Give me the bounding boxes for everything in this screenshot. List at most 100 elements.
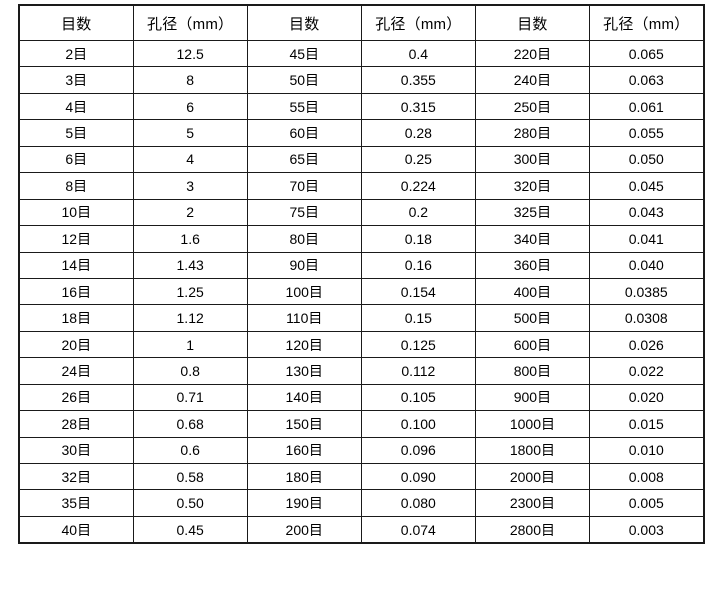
cell-mesh: 100目 (246, 277, 362, 306)
table-row: 26目 0.71 140目 0.105 900目 0.020 (18, 383, 705, 412)
table-row: 2目 12.5 45目 0.4 220目 0.065 (18, 39, 705, 68)
cell-aperture: 3 (132, 172, 248, 200)
cell-aperture: 0.040 (588, 251, 705, 279)
cell-aperture: 0.063 (588, 66, 705, 94)
cell-aperture: 4 (132, 145, 248, 174)
cell-mesh: 200目 (246, 515, 362, 544)
cell-mesh: 35目 (18, 489, 134, 517)
cell-aperture: 0.026 (588, 330, 705, 359)
cell-aperture: 0.065 (588, 39, 705, 68)
table-row: 4目 6 55目 0.315 250目 0.061 (18, 92, 705, 121)
cell-mesh: 70目 (246, 172, 362, 200)
cell-mesh: 340目 (474, 225, 590, 253)
cell-mesh: 360目 (474, 251, 590, 279)
table-row: 20目 1 120目 0.125 600目 0.026 (18, 330, 705, 359)
table-row: 35目 0.50 190目 0.080 2300目 0.005 (18, 489, 705, 517)
cell-aperture: 0.224 (360, 172, 476, 200)
cell-aperture: 0.2 (360, 198, 476, 227)
cell-aperture: 1.6 (132, 225, 248, 253)
cell-mesh: 130目 (246, 357, 362, 385)
cell-mesh: 18目 (18, 304, 134, 332)
cell-mesh: 60目 (246, 119, 362, 147)
table-row: 16目 1.25 100目 0.154 400目 0.0385 (18, 277, 705, 306)
column-header-aperture-2: 孔径（mm） (360, 4, 476, 41)
cell-mesh: 2目 (18, 39, 134, 68)
table-header: 目数 孔径（mm） 目数 孔径（mm） 目数 孔径（mm） (18, 4, 705, 41)
cell-aperture: 0.0308 (588, 304, 705, 332)
table-row: 6目 4 65目 0.25 300目 0.050 (18, 145, 705, 174)
cell-mesh: 240目 (474, 66, 590, 94)
cell-mesh: 2300目 (474, 489, 590, 517)
cell-aperture: 0.008 (588, 462, 705, 491)
cell-mesh: 24目 (18, 357, 134, 385)
cell-mesh: 150目 (246, 410, 362, 438)
cell-aperture: 0.50 (132, 489, 248, 517)
cell-aperture: 0.16 (360, 251, 476, 279)
cell-aperture: 0.105 (360, 383, 476, 412)
cell-aperture: 0.074 (360, 515, 476, 544)
column-header-aperture-1: 孔径（mm） (132, 4, 248, 41)
cell-mesh: 900目 (474, 383, 590, 412)
cell-aperture: 0.4 (360, 39, 476, 68)
cell-aperture: 0.6 (132, 436, 248, 465)
column-header-mesh-1: 目数 (18, 4, 134, 41)
cell-mesh: 110目 (246, 304, 362, 332)
cell-mesh: 26目 (18, 383, 134, 412)
cell-aperture: 0.080 (360, 489, 476, 517)
cell-mesh: 90目 (246, 251, 362, 279)
cell-aperture: 1 (132, 330, 248, 359)
cell-mesh: 600目 (474, 330, 590, 359)
cell-aperture: 8 (132, 66, 248, 94)
cell-aperture: 0.043 (588, 198, 705, 227)
cell-mesh: 32目 (18, 462, 134, 491)
cell-aperture: 0.100 (360, 410, 476, 438)
cell-mesh: 140目 (246, 383, 362, 412)
cell-mesh: 2800目 (474, 515, 590, 544)
cell-mesh: 6目 (18, 145, 134, 174)
table-row: 32目 0.58 180目 0.090 2000目 0.008 (18, 462, 705, 491)
table-row: 30目 0.6 160目 0.096 1800目 0.010 (18, 436, 705, 465)
cell-aperture: 0.8 (132, 357, 248, 385)
table-row: 10目 2 75目 0.2 325目 0.043 (18, 198, 705, 227)
table-row: 18目 1.12 110目 0.15 500目 0.0308 (18, 304, 705, 332)
cell-aperture: 0.090 (360, 462, 476, 491)
cell-aperture: 0.315 (360, 92, 476, 121)
cell-aperture: 0.005 (588, 489, 705, 517)
cell-aperture: 0.041 (588, 225, 705, 253)
cell-aperture: 5 (132, 119, 248, 147)
cell-mesh: 8目 (18, 172, 134, 200)
cell-aperture: 0.096 (360, 436, 476, 465)
cell-mesh: 325目 (474, 198, 590, 227)
column-header-aperture-3: 孔径（mm） (588, 4, 705, 41)
cell-mesh: 10目 (18, 198, 134, 227)
cell-mesh: 45目 (246, 39, 362, 68)
cell-aperture: 0.045 (588, 172, 705, 200)
cell-mesh: 500目 (474, 304, 590, 332)
table-row: 28目 0.68 150目 0.100 1000目 0.015 (18, 410, 705, 438)
cell-aperture: 6 (132, 92, 248, 121)
cell-aperture: 1.12 (132, 304, 248, 332)
column-header-mesh-2: 目数 (246, 4, 362, 41)
cell-mesh: 14目 (18, 251, 134, 279)
cell-aperture: 0.050 (588, 145, 705, 174)
cell-mesh: 280目 (474, 119, 590, 147)
cell-aperture: 1.25 (132, 277, 248, 306)
cell-aperture: 0.71 (132, 383, 248, 412)
cell-mesh: 220目 (474, 39, 590, 68)
cell-mesh: 3目 (18, 66, 134, 94)
cell-mesh: 50目 (246, 66, 362, 94)
cell-aperture: 0.112 (360, 357, 476, 385)
cell-mesh: 1800目 (474, 436, 590, 465)
cell-mesh: 190目 (246, 489, 362, 517)
cell-mesh: 12目 (18, 225, 134, 253)
cell-aperture: 0.28 (360, 119, 476, 147)
cell-aperture: 0.45 (132, 515, 248, 544)
cell-aperture: 1.43 (132, 251, 248, 279)
cell-aperture: 0.154 (360, 277, 476, 306)
cell-aperture: 0.020 (588, 383, 705, 412)
table-row: 8目 3 70目 0.224 320目 0.045 (18, 172, 705, 200)
cell-aperture: 0.022 (588, 357, 705, 385)
cell-aperture: 0.003 (588, 515, 705, 544)
header-row: 目数 孔径（mm） 目数 孔径（mm） 目数 孔径（mm） (18, 4, 705, 41)
cell-mesh: 800目 (474, 357, 590, 385)
